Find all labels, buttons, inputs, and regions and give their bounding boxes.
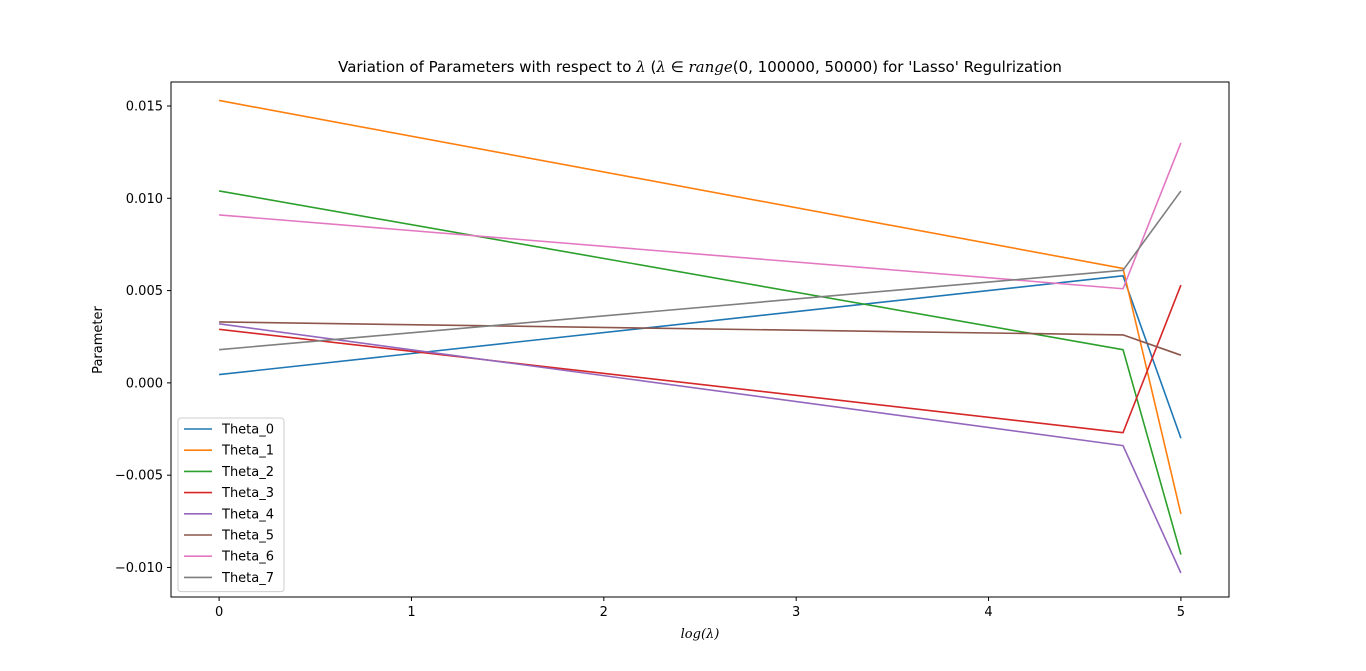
series-line-theta-5 (219, 321, 1182, 356)
y-tick-label: 0.005 (126, 284, 163, 299)
x-tick-label: 5 (1177, 605, 1185, 620)
series-line-theta-0 (219, 275, 1182, 439)
series-line-theta-1 (218, 99, 1182, 515)
y-axis-label: Parameter (91, 306, 106, 374)
chart-title-range: range (688, 58, 732, 76)
x-tick-label: 3 (792, 605, 800, 620)
legend-label-theta-6: Theta_6 (221, 550, 274, 565)
chart-title: Variation of Parameters with respect to … (338, 58, 1062, 76)
series-line-theta-4 (218, 323, 1182, 574)
x-tick-label: 2 (600, 605, 608, 620)
y-tick-label: 0.015 (126, 99, 163, 114)
chart-title-prefix: Variation of Parameters with respect to (338, 58, 636, 76)
y-axis: −0.010 −0.005 0.000 0.005 0.010 0.015 (115, 99, 171, 576)
legend-label-theta-5: Theta_5 (221, 529, 274, 544)
x-tick-label: 1 (407, 605, 415, 620)
y-tick-label: −0.005 (115, 469, 163, 484)
x-tick-label: 4 (984, 605, 992, 620)
x-axis-label: log(λ) (681, 627, 720, 642)
chart-title-in: ∈ (666, 58, 689, 76)
series-line-theta-7 (219, 190, 1182, 351)
plot-area (170, 81, 1230, 598)
chart-title-lambda: λ (635, 58, 646, 76)
legend-label-theta-4: Theta_4 (221, 507, 274, 522)
legend-label-theta-1: Theta_1 (221, 444, 274, 459)
y-tick-label: 0.010 (126, 192, 163, 207)
chart-title-lambda-2: λ (655, 58, 666, 76)
y-tick-label: −0.010 (115, 561, 163, 576)
chart-title-suffix: for 'Lasso' Regulrization (878, 58, 1062, 76)
legend-label-theta-7: Theta_7 (221, 571, 274, 586)
legend-label-theta-0: Theta_0 (221, 423, 274, 438)
legend-label-theta-3: Theta_3 (221, 486, 274, 501)
chart-title-range-args: (0, 100000, 50000) (733, 58, 878, 76)
series-line-theta-2 (218, 190, 1182, 555)
series-group (218, 99, 1182, 574)
x-tick-label: 0 (215, 605, 223, 620)
legend-label-theta-2: Theta_2 (221, 465, 274, 480)
series-line-theta-6 (219, 142, 1182, 290)
legend: Theta_0 Theta_1 Theta_2 Theta_3 Theta_4 Theta… (177, 417, 285, 593)
legend-box (177, 417, 285, 593)
x-axis: 0 1 2 3 4 5 (215, 597, 1185, 620)
y-tick-label: 0.000 (126, 376, 163, 391)
plot-frame (170, 81, 1230, 598)
chart-title-open-paren: ( (646, 58, 657, 76)
